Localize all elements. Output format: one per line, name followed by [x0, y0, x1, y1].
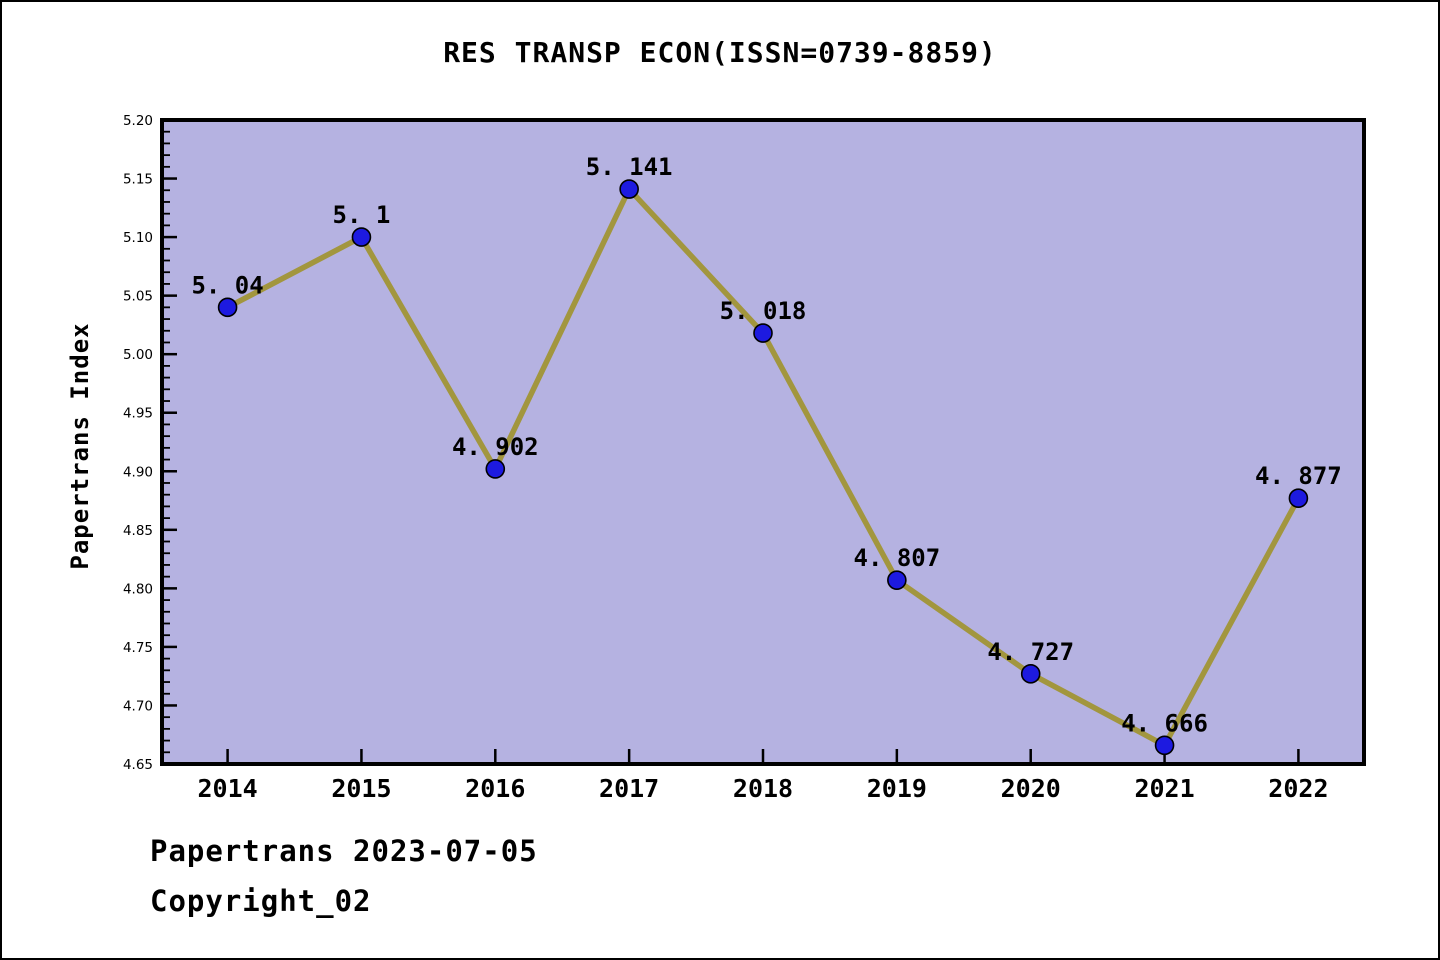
- data-point-2021: [1154, 735, 1175, 756]
- data-point-2017: [619, 179, 639, 199]
- point-label: 4. 666: [1121, 709, 1208, 737]
- point-label: 4. 727: [987, 638, 1074, 666]
- data-point-2015: [351, 227, 372, 247]
- y-tick-label: 5.10: [123, 230, 153, 246]
- data-point-2014: [217, 297, 238, 318]
- plot-frame: [160, 118, 1366, 766]
- point-label: 5. 141: [586, 153, 673, 181]
- y-tick-label: 4.85: [123, 523, 153, 539]
- y-tick-label: 4.70: [123, 698, 153, 714]
- y-tick-label: 5.15: [123, 172, 153, 188]
- point-label: 5. 04: [191, 271, 263, 299]
- data-point-2022: [1288, 488, 1309, 509]
- x-tick-label: 2022: [1268, 774, 1328, 803]
- point-label: 4. 877: [1255, 462, 1342, 490]
- footer-date: Papertrans 2023-07-05: [150, 834, 538, 868]
- x-tick-label: 2016: [465, 774, 525, 803]
- x-tick-label: 2020: [1001, 774, 1061, 803]
- y-tick-label: 4.75: [123, 640, 153, 656]
- x-tick-label: 2019: [867, 774, 927, 803]
- y-tick-label: 5.00: [123, 347, 153, 363]
- point-label: 4. 902: [452, 433, 539, 461]
- y-tick-label: 4.90: [123, 464, 153, 480]
- x-tick-label: 2015: [331, 774, 391, 803]
- point-label: 5. 1: [333, 201, 391, 229]
- data-point-2018: [753, 323, 773, 343]
- x-tick-label: 2017: [599, 774, 659, 803]
- y-tick-label: 4.80: [123, 581, 153, 597]
- point-label: 5. 018: [720, 297, 807, 325]
- footer-copyright: Copyright_02: [150, 884, 372, 918]
- y-tick-label: 5.05: [123, 289, 153, 305]
- x-tick-label: 2018: [733, 774, 793, 803]
- point-label: 4. 807: [854, 544, 941, 572]
- x-tick-label: 2021: [1134, 774, 1194, 803]
- data-point-2019: [887, 570, 907, 590]
- y-tick-label: 5.20: [123, 113, 153, 129]
- y-tick-label: 4.65: [123, 757, 153, 773]
- data-point-2016: [485, 459, 506, 479]
- data-point-2020: [1020, 664, 1041, 684]
- chart-title: RES TRANSP ECON(ISSN=0739-8859): [443, 36, 997, 69]
- x-tick-label: 2014: [197, 774, 257, 803]
- y-tick-label: 4.95: [123, 406, 153, 422]
